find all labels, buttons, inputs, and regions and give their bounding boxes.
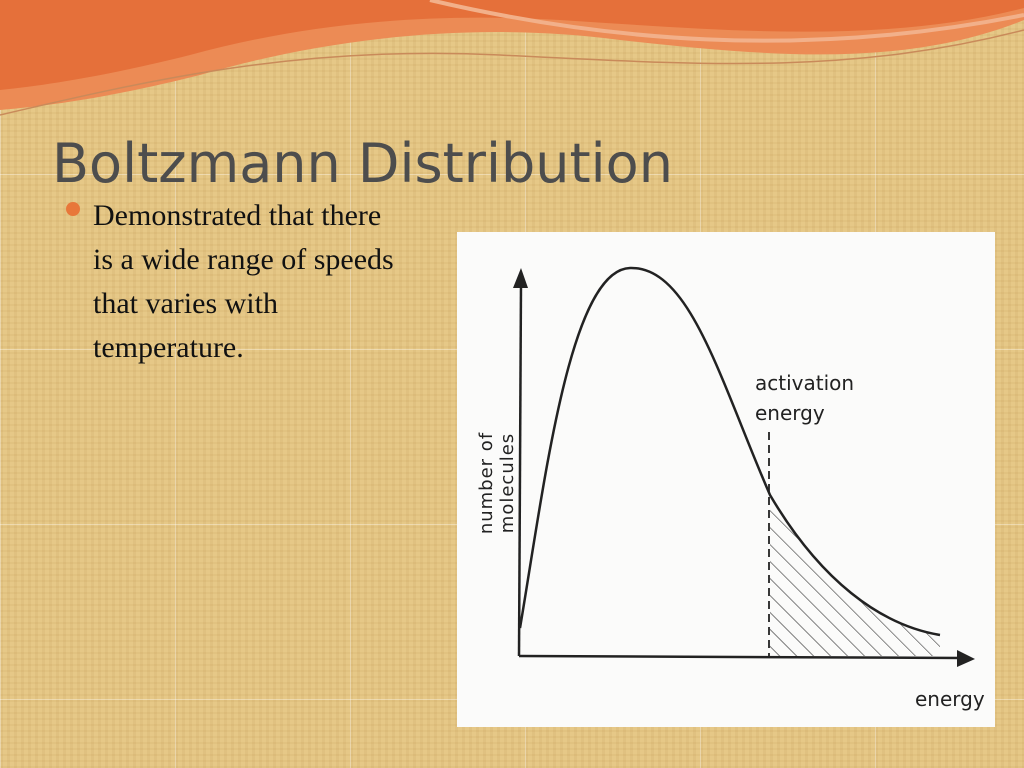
- bullet-dot: [66, 202, 80, 216]
- figure: number of molecules energy activation en…: [457, 232, 995, 727]
- wave: [0, 0, 1024, 90]
- bullet: Demonstrated that there is a wide range …: [66, 194, 406, 370]
- annotation: activation energy: [755, 371, 855, 425]
- x-arrow: [957, 650, 975, 667]
- slide-title: Boltzmann Distribution: [52, 132, 673, 195]
- y-arrow: [513, 268, 528, 288]
- bullet-text: Demonstrated that there is a wide range …: [93, 199, 394, 364]
- header-decoration: [0, 0, 1024, 116]
- y-axis-label: number of molecules: [476, 431, 518, 535]
- wave-line: [0, 29, 1024, 116]
- wave-line: [429, 0, 1024, 43]
- distribution-diagram: [513, 266, 975, 667]
- hatched-area: [770, 495, 940, 656]
- x-axis-label: energy: [915, 687, 985, 711]
- y-axis: [517, 281, 523, 657]
- distribution-curve: [518, 266, 941, 637]
- x-axis: [518, 654, 963, 660]
